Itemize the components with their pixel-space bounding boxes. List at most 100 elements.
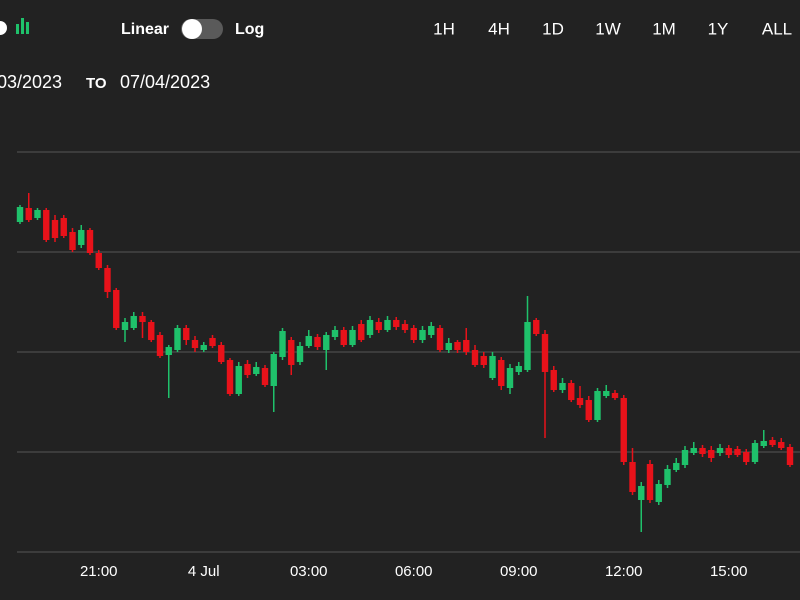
candle-body xyxy=(760,441,767,446)
candle-body xyxy=(253,367,260,374)
range-button[interactable]: 1M xyxy=(652,19,676,38)
icon-bar xyxy=(21,18,24,34)
candle-body xyxy=(270,354,277,386)
candle-body xyxy=(113,290,120,328)
candle-body xyxy=(165,347,172,355)
candle-body xyxy=(611,393,619,398)
candle-body xyxy=(699,448,706,454)
candle-body xyxy=(524,322,531,370)
date-to: 07/04/2023 xyxy=(120,72,210,92)
candle-body xyxy=(550,370,557,390)
candle-body xyxy=(585,400,592,420)
candle-body xyxy=(34,210,41,218)
candle-body xyxy=(366,320,374,335)
candle-body xyxy=(725,448,732,455)
icon-bar xyxy=(16,24,19,34)
candle-body xyxy=(708,450,715,458)
candle-body xyxy=(104,268,111,292)
candles xyxy=(16,193,794,532)
scale-option[interactable]: Log xyxy=(235,21,264,38)
candle-body xyxy=(121,322,129,330)
candle-body xyxy=(279,331,286,357)
toggle-knob xyxy=(182,19,202,39)
candle-body xyxy=(646,464,654,500)
candle-body xyxy=(463,340,470,352)
x-tick-label: 03:00 xyxy=(290,563,328,580)
candle-body xyxy=(620,398,627,462)
candle-body xyxy=(655,484,662,502)
candle-body xyxy=(498,360,505,386)
candle-body xyxy=(541,334,549,372)
candle-body xyxy=(743,452,750,462)
candle-body xyxy=(445,343,452,350)
candle-body xyxy=(323,335,330,350)
bar-icon[interactable] xyxy=(16,18,29,34)
candle-body xyxy=(716,448,724,453)
candle-body xyxy=(51,220,59,238)
date-from: 03/2023 xyxy=(0,72,62,92)
candle-icon[interactable] xyxy=(0,21,7,35)
grid xyxy=(17,151,800,553)
range-button[interactable]: 1W xyxy=(595,19,621,38)
x-tick-label: 15:00 xyxy=(710,563,748,580)
candle-body xyxy=(489,356,496,378)
candle-body xyxy=(638,486,645,500)
candle-body xyxy=(393,320,400,327)
x-tick-label: 09:00 xyxy=(500,563,538,580)
candle-body xyxy=(95,253,102,268)
candle-body xyxy=(25,208,32,220)
candle-body xyxy=(209,338,216,346)
candle-body xyxy=(769,440,776,445)
candle-body xyxy=(296,346,304,362)
candle-body xyxy=(43,210,50,240)
candle-body xyxy=(261,368,269,385)
candle-body xyxy=(349,330,356,345)
candle-body xyxy=(218,345,225,362)
candle-body xyxy=(226,360,234,394)
x-tick-label: 21:00 xyxy=(80,563,118,580)
candle-body xyxy=(673,463,680,470)
range-button[interactable]: 1H xyxy=(433,19,455,38)
candle-body xyxy=(603,391,610,396)
range-button[interactable]: 1D xyxy=(542,19,564,38)
candle-body xyxy=(139,316,146,322)
candle-body xyxy=(314,337,321,347)
x-axis: 21:00 4 Jul 03:00 06:00 09:00 12:00 15:00 xyxy=(80,563,748,580)
candle-body xyxy=(786,447,794,465)
candle-body xyxy=(148,322,155,340)
date-separator: TO xyxy=(86,75,107,92)
candle-body xyxy=(305,336,312,346)
candle-body xyxy=(156,335,164,356)
range-button[interactable]: 1Y xyxy=(708,19,729,38)
range-buttons: 1H 4H 1D 1W 1M 1Y ALL xyxy=(433,19,792,38)
scale-option[interactable]: Linear xyxy=(121,21,169,38)
candle-body xyxy=(244,364,251,375)
scale-toggle[interactable] xyxy=(181,19,223,39)
icon-bar xyxy=(26,22,29,34)
candle-body xyxy=(471,350,479,365)
candle-body xyxy=(594,391,601,420)
candle-body xyxy=(690,448,697,453)
candle-body xyxy=(331,330,339,337)
candle-body xyxy=(410,328,417,340)
candle-body xyxy=(734,449,741,455)
candle-body xyxy=(454,342,461,350)
candle-body xyxy=(778,442,785,448)
candle-body xyxy=(681,450,689,465)
candle-body xyxy=(401,324,409,330)
candle-body xyxy=(235,366,242,394)
candle-body xyxy=(506,368,514,388)
range-button[interactable]: 4H xyxy=(488,19,510,38)
candle-body xyxy=(480,356,487,365)
candle-body xyxy=(384,320,391,330)
range-button[interactable]: ALL xyxy=(762,19,792,38)
x-tick-label: 4 Jul xyxy=(188,563,220,580)
candle-body xyxy=(533,320,540,334)
candle-body xyxy=(183,328,190,340)
candle-body xyxy=(436,328,444,350)
candle-body xyxy=(16,207,24,222)
candle-body xyxy=(664,469,671,485)
candle-body xyxy=(375,322,382,330)
candle-body xyxy=(60,218,67,236)
